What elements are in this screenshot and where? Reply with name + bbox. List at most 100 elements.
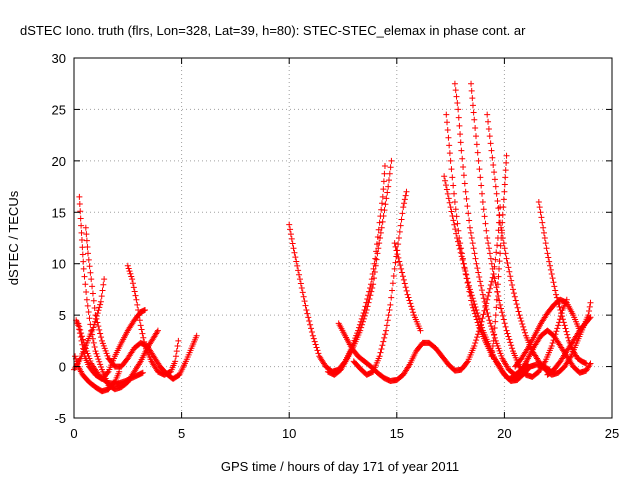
data-point	[543, 245, 550, 252]
data-point	[558, 310, 565, 317]
data-point	[502, 250, 509, 257]
data-point	[474, 149, 481, 156]
data-point	[499, 211, 506, 218]
data-point	[453, 230, 460, 237]
data-point	[540, 229, 547, 236]
data-point	[382, 201, 389, 208]
y-tick-label: 20	[52, 154, 66, 169]
data-point	[452, 226, 459, 233]
data-point	[76, 193, 83, 200]
data-point	[130, 284, 137, 291]
data-point	[457, 139, 464, 146]
data-point	[91, 344, 98, 351]
data-point	[380, 186, 387, 193]
data-point	[417, 327, 424, 334]
data-point	[126, 268, 133, 275]
data-point	[359, 318, 366, 325]
data-point	[510, 286, 517, 293]
data-point	[455, 114, 462, 121]
data-point	[553, 291, 560, 298]
data-point	[513, 301, 520, 308]
data-point	[498, 305, 505, 312]
data-point	[96, 304, 103, 311]
data-point	[472, 255, 479, 262]
data-point	[461, 264, 468, 271]
data-point	[448, 166, 455, 173]
data-point	[546, 258, 553, 265]
data-point	[476, 166, 483, 173]
data-point	[504, 330, 511, 337]
data-point	[380, 178, 387, 185]
data-point	[298, 284, 305, 291]
data-point	[496, 265, 503, 272]
data-point	[75, 320, 82, 327]
data-point	[81, 273, 88, 280]
data-point	[472, 304, 479, 311]
data-point	[101, 276, 108, 283]
data-points	[71, 80, 594, 395]
data-point	[451, 190, 458, 197]
data-point	[468, 80, 475, 87]
data-point	[447, 204, 454, 211]
data-point	[98, 364, 105, 371]
data-point	[491, 331, 498, 338]
data-point	[468, 235, 475, 241]
data-point	[489, 154, 496, 161]
data-point	[479, 199, 486, 205]
data-point	[89, 283, 96, 290]
data-point	[441, 173, 448, 180]
series	[350, 188, 410, 378]
data-point	[449, 212, 456, 219]
data-point	[94, 353, 101, 360]
data-point	[493, 249, 500, 256]
data-point	[500, 204, 507, 211]
data-point	[442, 182, 449, 189]
data-point	[410, 309, 417, 316]
data-point	[136, 359, 143, 366]
data-point	[496, 212, 503, 219]
data-point	[405, 362, 412, 369]
data-point	[172, 353, 179, 360]
data-point	[476, 273, 483, 280]
data-point	[484, 111, 491, 118]
data-point	[291, 249, 298, 256]
data-point	[586, 315, 593, 322]
data-point	[539, 219, 546, 226]
data-point	[377, 235, 384, 241]
data-point	[521, 329, 528, 336]
data-point	[387, 301, 394, 308]
data-point	[480, 206, 487, 213]
series	[286, 163, 388, 375]
data-point	[454, 238, 461, 245]
data-point	[384, 189, 391, 196]
data-point	[475, 269, 482, 276]
data-point	[473, 141, 480, 148]
data-point	[398, 216, 405, 223]
data-point	[559, 313, 566, 320]
x-tick-label: 0	[70, 426, 77, 441]
data-point	[452, 87, 459, 94]
data-point	[486, 289, 493, 296]
data-point	[377, 229, 384, 236]
data-point	[376, 353, 383, 360]
data-point	[92, 315, 99, 322]
data-point	[549, 340, 556, 347]
data-point	[496, 258, 503, 265]
data-point	[154, 329, 161, 336]
data-point	[477, 318, 484, 325]
data-point	[295, 267, 302, 274]
data-point	[395, 235, 402, 241]
data-point	[154, 327, 161, 334]
data-point	[304, 310, 311, 317]
data-point	[509, 282, 516, 289]
data-point	[536, 204, 543, 211]
data-point	[487, 282, 494, 289]
series	[488, 152, 510, 360]
data-point	[478, 321, 485, 328]
data-point	[548, 271, 555, 277]
data-point	[382, 331, 389, 338]
data-point	[137, 322, 144, 329]
data-point	[516, 312, 523, 319]
data-point	[493, 284, 500, 291]
data-point	[488, 147, 495, 154]
